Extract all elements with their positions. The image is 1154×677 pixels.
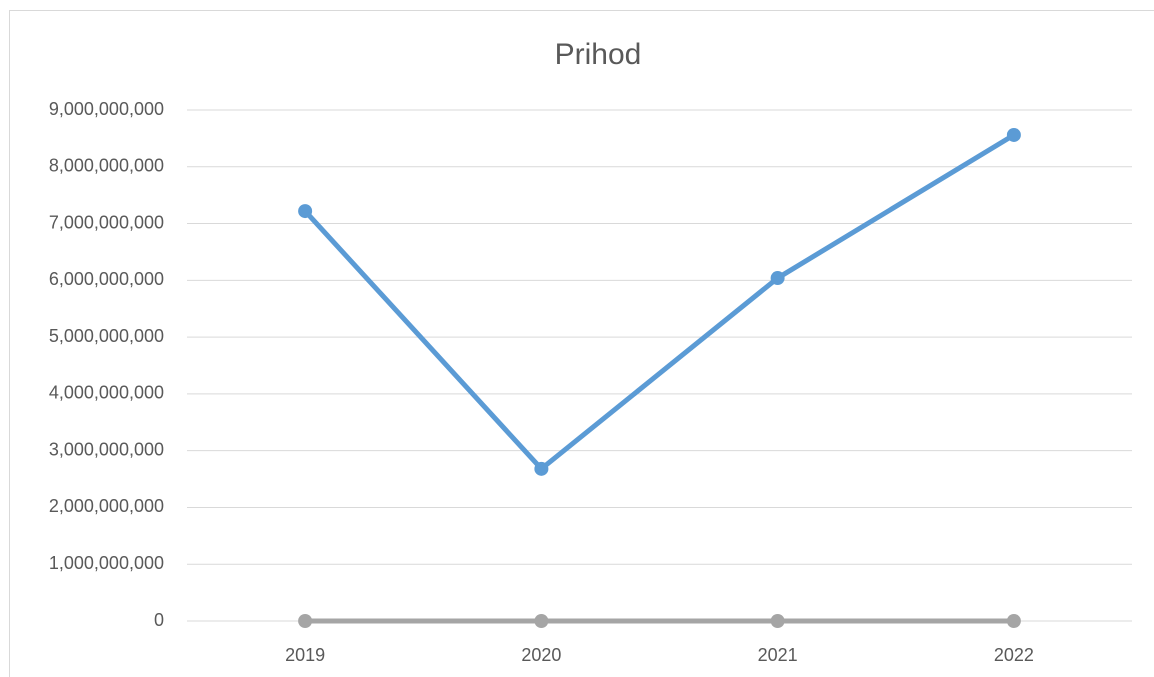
chart-title: Prihod (555, 38, 642, 71)
y-tick-label: 5,000,000,000 (49, 326, 164, 346)
x-tick-label: 2020 (521, 645, 561, 665)
x-tick-label: 2021 (758, 645, 798, 665)
x-tick-label: 2019 (285, 645, 325, 665)
y-tick-label: 7,000,000,000 (49, 212, 164, 232)
point-marker (1006, 614, 1021, 628)
series-line (303, 132, 1016, 472)
point-marker (1006, 127, 1021, 142)
chart-frame (9, 10, 1154, 677)
y-tick-label: 3,000,000,000 (49, 439, 164, 459)
y-tick-label: 6,000,000,000 (49, 269, 164, 289)
point-marker (534, 461, 549, 476)
y-tick-label: 9,000,000,000 (49, 99, 164, 119)
y-tick-label: 4,000,000,000 (49, 383, 164, 403)
point-marker (298, 204, 313, 219)
point-marker (298, 614, 313, 628)
y-tick-label: 1,000,000,000 (49, 553, 164, 573)
y-tick-label: 0 (154, 610, 164, 630)
point-marker (770, 614, 785, 628)
point-marker (534, 614, 549, 628)
x-tick-label: 2022 (994, 645, 1034, 665)
y-tick-label: 2,000,000,000 (49, 496, 164, 516)
y-tick-label: 8,000,000,000 (49, 156, 164, 176)
point-marker (770, 271, 785, 286)
